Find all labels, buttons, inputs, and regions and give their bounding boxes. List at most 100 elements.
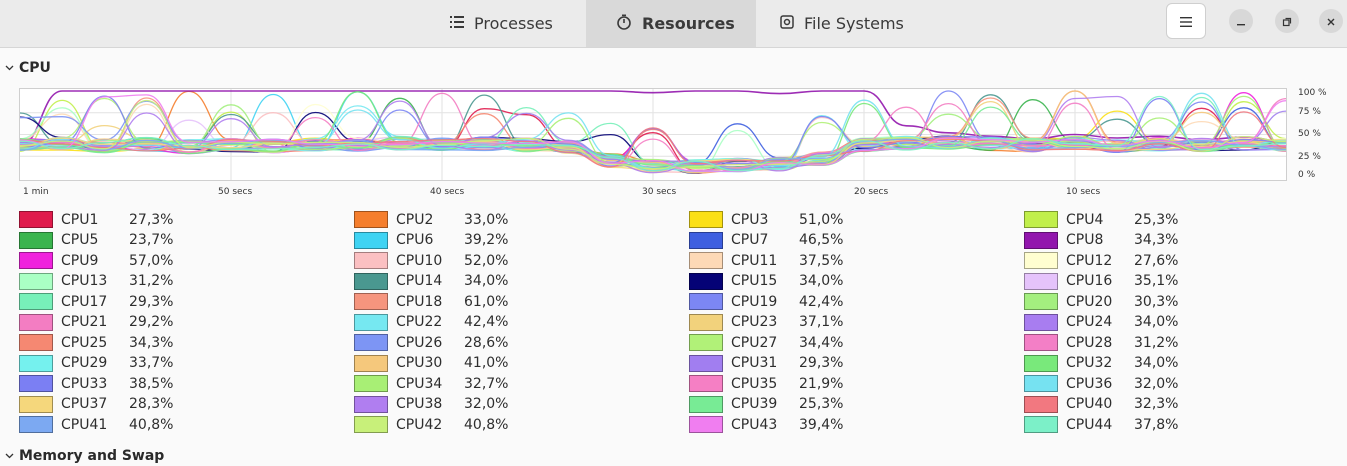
close-button[interactable]	[1319, 9, 1343, 33]
cpu-color-swatch[interactable]	[19, 252, 53, 269]
cpu-legend-item[interactable]: CPU37 28,3%	[19, 395, 339, 414]
cpu-color-swatch[interactable]	[1024, 334, 1058, 351]
cpu-color-swatch[interactable]	[354, 252, 388, 269]
cpu-color-swatch[interactable]	[689, 416, 723, 433]
cpu-color-swatch[interactable]	[689, 272, 723, 290]
cpu-name-label: CPU38	[396, 396, 443, 412]
cpu-color-swatch[interactable]	[689, 375, 723, 392]
cpu-color-swatch[interactable]	[689, 313, 723, 331]
cpu-color-swatch[interactable]	[19, 416, 53, 433]
cpu-legend-item[interactable]: CPU9 57,0%	[19, 251, 339, 270]
cpu-color-swatch[interactable]	[1024, 272, 1058, 290]
cpu-color-swatch[interactable]	[689, 211, 723, 228]
tab-file-systems[interactable]: File Systems	[766, 0, 918, 47]
cpu-legend-item[interactable]: CPU21 29,2%	[19, 313, 339, 332]
cpu-color-swatch[interactable]	[1024, 231, 1058, 249]
cpu-legend-item[interactable]: CPU20 30,3%	[1024, 292, 1344, 311]
cpu-legend-item[interactable]: CPU44 37,8%	[1024, 415, 1344, 434]
cpu-legend-item[interactable]: CPU27 34,4%	[689, 333, 1009, 352]
cpu-legend-item[interactable]: CPU25 34,3%	[19, 333, 339, 352]
cpu-legend-item[interactable]: CPU14 34,0%	[354, 272, 674, 291]
cpu-color-swatch[interactable]	[19, 313, 53, 331]
cpu-legend-item[interactable]: CPU4 25,3%	[1024, 210, 1344, 229]
minimize-button[interactable]	[1229, 9, 1253, 33]
cpu-legend-item[interactable]: CPU10 52,0%	[354, 251, 674, 270]
cpu-color-swatch[interactable]	[354, 313, 388, 331]
cpu-color-swatch[interactable]	[354, 272, 388, 290]
cpu-legend-item[interactable]: CPU11 37,5%	[689, 251, 1009, 270]
cpu-legend-item[interactable]: CPU42 40,8%	[354, 415, 674, 434]
cpu-color-swatch[interactable]	[1024, 416, 1058, 433]
cpu-legend-item[interactable]: CPU41 40,8%	[19, 415, 339, 434]
cpu-color-swatch[interactable]	[354, 334, 388, 351]
cpu-legend-item[interactable]: CPU40 32,3%	[1024, 395, 1344, 414]
cpu-usage-value: 41,0%	[464, 355, 509, 371]
cpu-color-swatch[interactable]	[1024, 375, 1058, 392]
cpu-color-swatch[interactable]	[354, 416, 388, 433]
cpu-color-swatch[interactable]	[1024, 354, 1058, 372]
cpu-legend-item[interactable]: CPU1 27,3%	[19, 210, 339, 229]
cpu-color-swatch[interactable]	[354, 395, 388, 413]
cpu-legend-item[interactable]: CPU23 37,1%	[689, 313, 1009, 332]
cpu-legend-item[interactable]: CPU33 38,5%	[19, 374, 339, 393]
maximize-button[interactable]	[1275, 9, 1299, 33]
cpu-color-swatch[interactable]	[354, 293, 388, 310]
cpu-legend-item[interactable]: CPU38 32,0%	[354, 395, 674, 414]
cpu-color-swatch[interactable]	[354, 354, 388, 372]
cpu-color-swatch[interactable]	[19, 211, 53, 228]
cpu-color-swatch[interactable]	[19, 334, 53, 351]
cpu-legend-item[interactable]: CPU39 25,3%	[689, 395, 1009, 414]
cpu-legend-item[interactable]: CPU12 27,6%	[1024, 251, 1344, 270]
cpu-legend-item[interactable]: CPU7 46,5%	[689, 231, 1009, 250]
cpu-legend-item[interactable]: CPU43 39,4%	[689, 415, 1009, 434]
cpu-color-swatch[interactable]	[1024, 293, 1058, 310]
cpu-legend-item[interactable]: CPU16 35,1%	[1024, 272, 1344, 291]
cpu-legend-item[interactable]: CPU31 29,3%	[689, 354, 1009, 373]
cpu-legend-item[interactable]: CPU36 32,0%	[1024, 374, 1344, 393]
cpu-color-swatch[interactable]	[19, 272, 53, 290]
cpu-legend-item[interactable]: CPU30 41,0%	[354, 354, 674, 373]
cpu-color-swatch[interactable]	[19, 395, 53, 413]
cpu-legend-item[interactable]: CPU34 32,7%	[354, 374, 674, 393]
memory-section-header[interactable]: Memory and Swap	[0, 446, 164, 466]
tab-resources[interactable]: Resources	[586, 0, 756, 47]
cpu-legend-item[interactable]: CPU13 31,2%	[19, 272, 339, 291]
cpu-color-swatch[interactable]	[689, 395, 723, 413]
cpu-legend-item[interactable]: CPU28 31,2%	[1024, 333, 1344, 352]
cpu-legend-item[interactable]: CPU6 39,2%	[354, 231, 674, 250]
cpu-color-swatch[interactable]	[1024, 395, 1058, 413]
cpu-color-swatch[interactable]	[689, 231, 723, 249]
cpu-color-swatch[interactable]	[1024, 211, 1058, 228]
main-menu-button[interactable]	[1166, 3, 1206, 39]
cpu-color-swatch[interactable]	[689, 334, 723, 351]
cpu-color-swatch[interactable]	[354, 211, 388, 228]
cpu-color-swatch[interactable]	[689, 354, 723, 372]
cpu-color-swatch[interactable]	[19, 231, 53, 249]
cpu-color-swatch[interactable]	[354, 231, 388, 249]
cpu-legend-item[interactable]: CPU3 51,0%	[689, 210, 1009, 229]
cpu-name-label: CPU10	[396, 252, 443, 269]
cpu-legend-item[interactable]: CPU24 34,0%	[1024, 313, 1344, 332]
cpu-legend-item[interactable]: CPU17 29,3%	[19, 292, 339, 311]
cpu-legend-item[interactable]: CPU8 34,3%	[1024, 231, 1344, 250]
cpu-color-swatch[interactable]	[689, 252, 723, 269]
cpu-color-swatch[interactable]	[1024, 252, 1058, 269]
cpu-legend-item[interactable]: CPU22 42,4%	[354, 313, 674, 332]
cpu-color-swatch[interactable]	[1024, 313, 1058, 331]
cpu-color-swatch[interactable]	[354, 375, 388, 392]
cpu-color-swatch[interactable]	[19, 354, 53, 372]
cpu-color-swatch[interactable]	[19, 375, 53, 392]
tab-processes[interactable]: Processes	[436, 0, 567, 47]
cpu-legend-item[interactable]: CPU32 34,0%	[1024, 354, 1344, 373]
cpu-legend-item[interactable]: CPU35 21,9%	[689, 374, 1009, 393]
cpu-legend-item[interactable]: CPU18 61,0%	[354, 292, 674, 311]
cpu-legend-item[interactable]: CPU19 42,4%	[689, 292, 1009, 311]
cpu-section-header[interactable]: CPU	[0, 58, 51, 78]
cpu-legend-item[interactable]: CPU29 33,7%	[19, 354, 339, 373]
cpu-legend-item[interactable]: CPU5 23,7%	[19, 231, 339, 250]
cpu-legend-item[interactable]: CPU15 34,0%	[689, 272, 1009, 291]
cpu-color-swatch[interactable]	[19, 293, 53, 310]
cpu-legend-item[interactable]: CPU26 28,6%	[354, 333, 674, 352]
cpu-legend-item[interactable]: CPU2 33,0%	[354, 210, 674, 229]
cpu-color-swatch[interactable]	[689, 293, 723, 310]
